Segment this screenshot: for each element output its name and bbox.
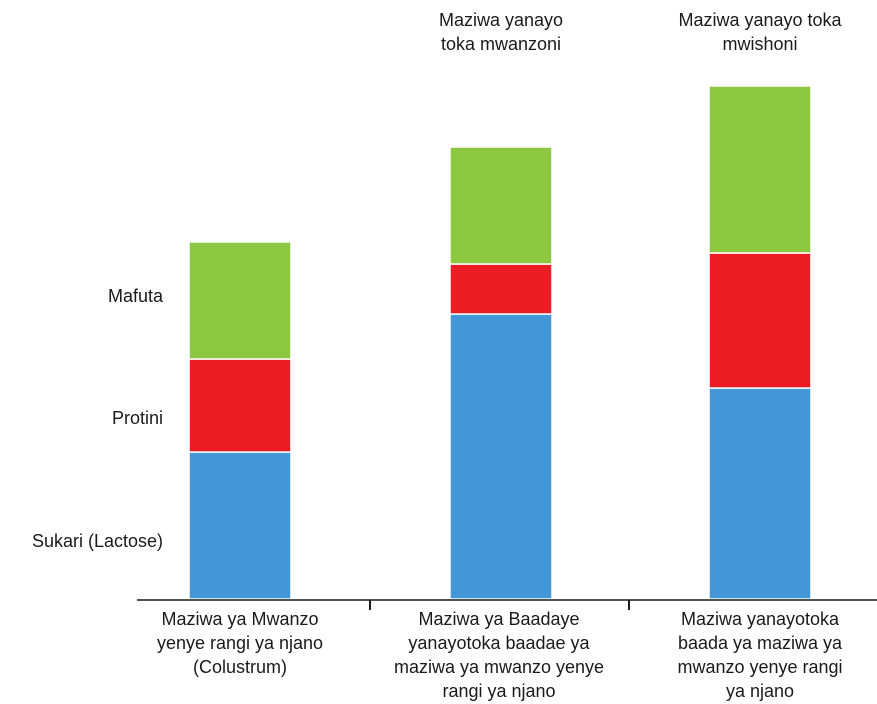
category-label-line: maziwa ya mwanzo yenye xyxy=(394,657,604,677)
bar-segment-sukari-2 xyxy=(449,313,553,600)
series-label-mafuta: Mafuta xyxy=(108,286,164,306)
category-label-line: ya njano xyxy=(726,681,794,701)
x-axis xyxy=(137,599,877,610)
bar-segment-protini-1 xyxy=(188,358,292,453)
category-label-2: Maziwa ya Baadaye yanayotoka baadae ya maz… xyxy=(394,609,604,701)
series-label-protini: Protini xyxy=(112,408,163,428)
category-label-line: mwanzo yenye rangi xyxy=(677,657,842,677)
bar-segment-protini-3 xyxy=(708,252,812,389)
category-label-line: Maziwa ya Baadaye xyxy=(418,609,579,629)
category-label-line: yenye rangi ya njano xyxy=(157,633,323,653)
bar-segment-sukari-1 xyxy=(188,451,292,600)
annotation-2: Maziwa yanayo toka mwishoni xyxy=(678,10,842,54)
category-label-line: yanayotoka baadae ya xyxy=(408,633,590,653)
category-label-1: Maziwa ya Mwanzo yenye rangi ya njano (Col… xyxy=(157,609,323,677)
category-label-line: Maziwa ya Mwanzo xyxy=(161,609,318,629)
series-label-sukari: Sukari (Lactose) xyxy=(32,531,163,551)
bars-layer xyxy=(188,85,812,600)
series-labels: Sukari (Lactose) Protini Mafuta xyxy=(32,286,164,551)
annotation-line: Maziwa yanayo xyxy=(439,10,563,30)
bar-segment-mafuta-3 xyxy=(708,85,812,254)
bar-segment-mafuta-2 xyxy=(449,146,553,265)
category-label-line: (Colustrum) xyxy=(193,657,287,677)
category-label-line: Maziwa yanayotoka xyxy=(681,609,840,629)
bar-segment-mafuta-1 xyxy=(188,241,292,360)
annotation-line: toka mwanzoni xyxy=(441,34,561,54)
annotation-line: Maziwa yanayo toka xyxy=(678,10,842,30)
annotation-1: Maziwa yanayo toka mwanzoni xyxy=(439,10,563,54)
bar-segment-sukari-3 xyxy=(708,387,812,600)
category-label-3: Maziwa yanayotoka baada ya maziwa ya mwanz… xyxy=(677,609,843,701)
annotations: Maziwa yanayo toka mwanzoni Maziwa yanayo … xyxy=(439,10,843,54)
bar-segment-protini-2 xyxy=(449,263,553,315)
category-label-line: rangi ya njano xyxy=(442,681,555,701)
annotation-line: mwishoni xyxy=(722,34,797,54)
category-labels: Maziwa ya Mwanzo yenye rangi ya njano (Col… xyxy=(157,609,843,701)
category-label-line: baada ya maziwa ya xyxy=(678,633,843,653)
